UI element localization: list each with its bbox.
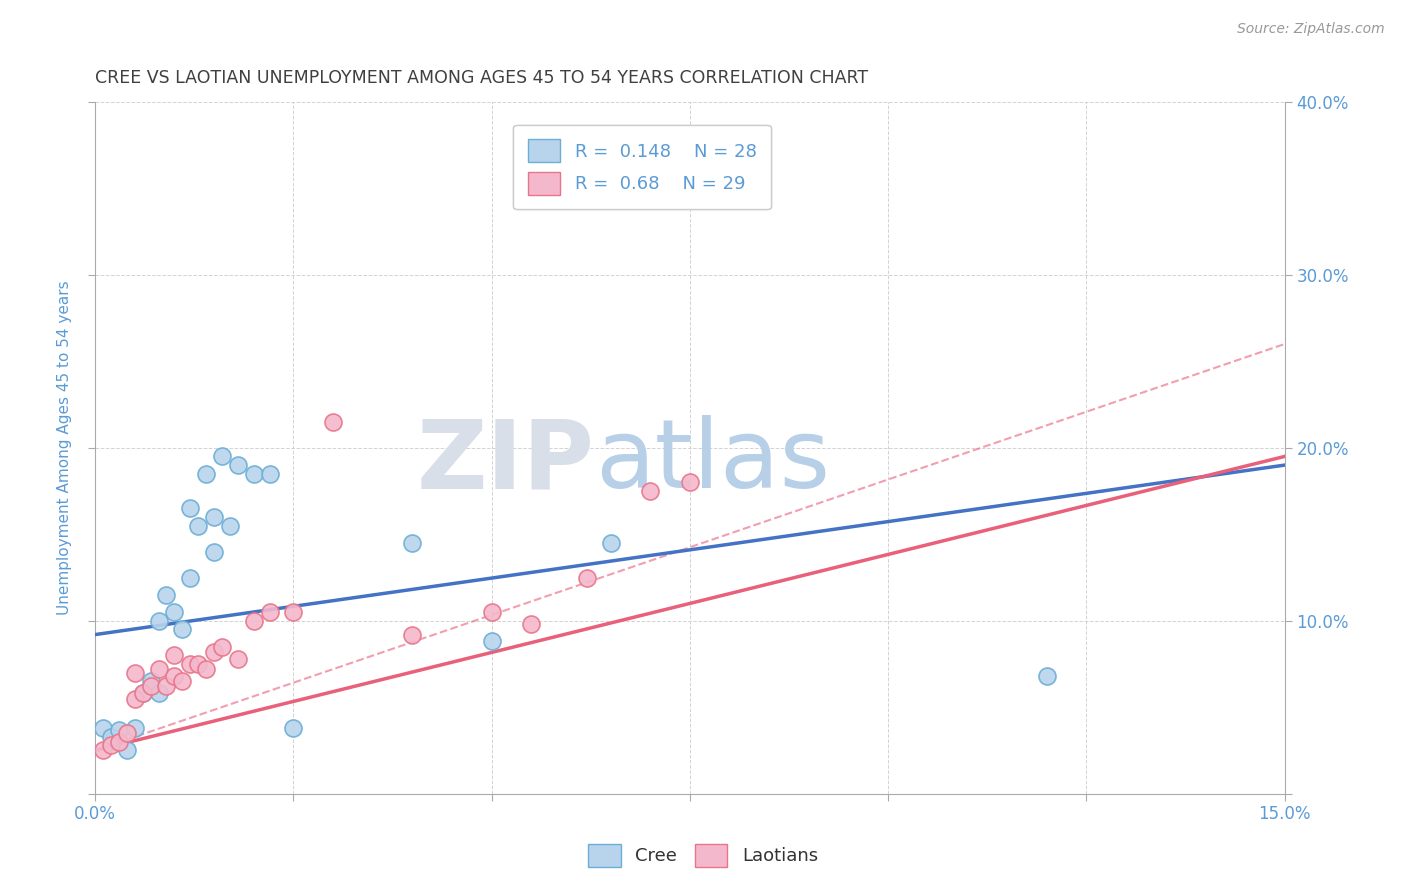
Point	[131, 686, 153, 700]
Point	[638, 484, 661, 499]
Point	[163, 669, 186, 683]
Point	[211, 450, 233, 464]
Point	[195, 467, 218, 481]
Point	[481, 634, 503, 648]
Point	[139, 680, 162, 694]
Point	[179, 570, 201, 584]
Point	[115, 726, 138, 740]
Point	[219, 518, 242, 533]
Point	[520, 617, 543, 632]
Point	[163, 648, 186, 663]
Point	[124, 665, 146, 680]
Point	[91, 721, 114, 735]
Point	[179, 657, 201, 671]
Point	[124, 721, 146, 735]
Point	[401, 627, 423, 641]
Point	[187, 657, 209, 671]
Point	[148, 662, 170, 676]
Point	[115, 743, 138, 757]
Point	[226, 652, 249, 666]
Point	[108, 723, 131, 737]
Point	[259, 605, 281, 619]
Text: Source: ZipAtlas.com: Source: ZipAtlas.com	[1237, 22, 1385, 37]
Y-axis label: Unemployment Among Ages 45 to 54 years: Unemployment Among Ages 45 to 54 years	[58, 280, 72, 615]
Point	[124, 691, 146, 706]
Point	[100, 730, 122, 744]
Point	[242, 467, 264, 481]
Point	[155, 680, 177, 694]
Point	[322, 415, 344, 429]
Point	[202, 510, 225, 524]
Point	[599, 536, 621, 550]
Point	[148, 614, 170, 628]
Point	[187, 518, 209, 533]
Legend: R =  0.148    N = 28, R =  0.68    N = 29: R = 0.148 N = 28, R = 0.68 N = 29	[513, 125, 770, 209]
Point	[155, 588, 177, 602]
Point	[575, 570, 598, 584]
Point	[172, 674, 194, 689]
Point	[139, 674, 162, 689]
Point	[226, 458, 249, 472]
Point	[259, 467, 281, 481]
Legend: Cree, Laotians: Cree, Laotians	[581, 837, 825, 874]
Point	[148, 686, 170, 700]
Point	[1035, 669, 1057, 683]
Point	[211, 640, 233, 654]
Text: CREE VS LAOTIAN UNEMPLOYMENT AMONG AGES 45 TO 54 YEARS CORRELATION CHART: CREE VS LAOTIAN UNEMPLOYMENT AMONG AGES …	[96, 69, 869, 87]
Point	[163, 605, 186, 619]
Point	[91, 743, 114, 757]
Point	[108, 735, 131, 749]
Point	[172, 623, 194, 637]
Text: atlas: atlas	[595, 415, 830, 508]
Point	[100, 738, 122, 752]
Point	[202, 544, 225, 558]
Text: ZIP: ZIP	[416, 415, 595, 508]
Point	[283, 605, 305, 619]
Point	[283, 721, 305, 735]
Point	[401, 536, 423, 550]
Point	[481, 605, 503, 619]
Point	[131, 686, 153, 700]
Point	[679, 475, 702, 490]
Point	[202, 645, 225, 659]
Point	[195, 662, 218, 676]
Point	[242, 614, 264, 628]
Point	[179, 501, 201, 516]
